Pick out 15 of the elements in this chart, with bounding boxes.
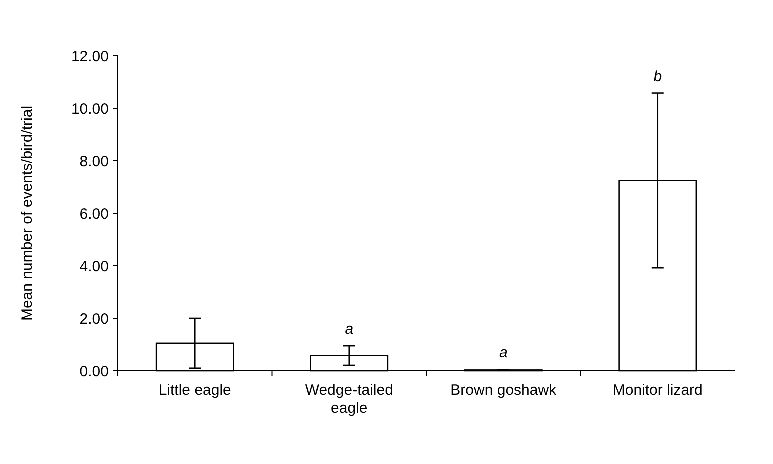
y-tick-label: 10.00 [71,100,109,118]
annotation: b [654,68,662,86]
y-tick-label: 2.00 [80,310,109,328]
x-tick-label: Brown goshawk [450,382,558,399]
x-tick-label: Little eagle [158,382,232,399]
x-tick-label: Monitor lizard [612,382,703,399]
y-tick-label: 8.00 [80,153,109,170]
y-tick-label: 6.00 [80,206,109,223]
y-tick-label: 0.00 [80,363,109,380]
annotation: a [499,344,508,362]
x-tick-label: Wedge-tailed eagle [305,382,394,417]
y-axis-title: Mean number of events/bird/trial [19,106,36,322]
y-tick-label: 4.00 [80,258,109,276]
y-tick-label: 12.00 [71,48,109,66]
annotation: a [345,321,354,338]
